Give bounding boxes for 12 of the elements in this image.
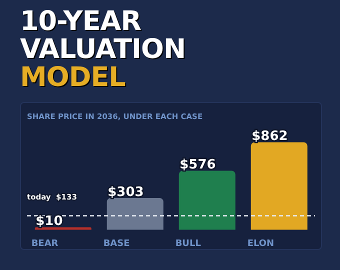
x-tick-label: ELON xyxy=(247,239,274,249)
bar xyxy=(250,142,308,230)
data-label: $10 xyxy=(36,214,63,229)
bar xyxy=(178,170,236,230)
bar xyxy=(106,198,164,230)
data-label: $303 xyxy=(108,184,144,200)
x-tick-label: BULL xyxy=(175,239,202,249)
data-label: $576 xyxy=(180,158,216,173)
data-label: $862 xyxy=(252,129,288,144)
x-tick-label: BASE xyxy=(103,239,130,249)
chart-title: 10-YEAR VALUATION MODEL xyxy=(20,6,186,93)
x-tick-label: BEAR xyxy=(31,239,58,249)
